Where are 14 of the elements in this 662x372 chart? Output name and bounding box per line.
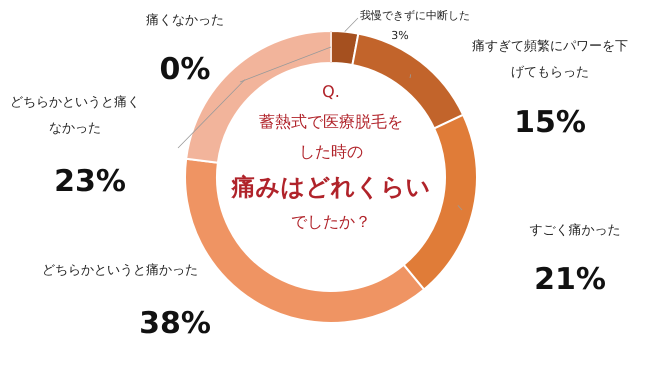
data-label: 15% (513, 105, 587, 140)
text: 蓄熱式で医療脱毛をした時の痛みはどれくらいでしたか？ (230, 111, 432, 233)
text: Q. (321, 81, 341, 103)
category-label: 痛くなかった (146, 13, 224, 28)
data-label: 3% (390, 28, 410, 44)
data-label: 38% (138, 306, 212, 341)
data-label: 21% (533, 262, 607, 297)
slice-label: どちらかというと痛かった (41, 262, 199, 280)
slice-label: 痛すぎて頻繁にパワーを下げてもらった (471, 38, 629, 82)
slice-label: 我慢できずに中断した (359, 8, 471, 24)
slice-label: すごく痛かった (528, 222, 622, 240)
text: 0% (160, 52, 210, 87)
data-label: 23% (53, 164, 127, 199)
slice-label: どちらかというと痛くなかった (10, 94, 140, 138)
